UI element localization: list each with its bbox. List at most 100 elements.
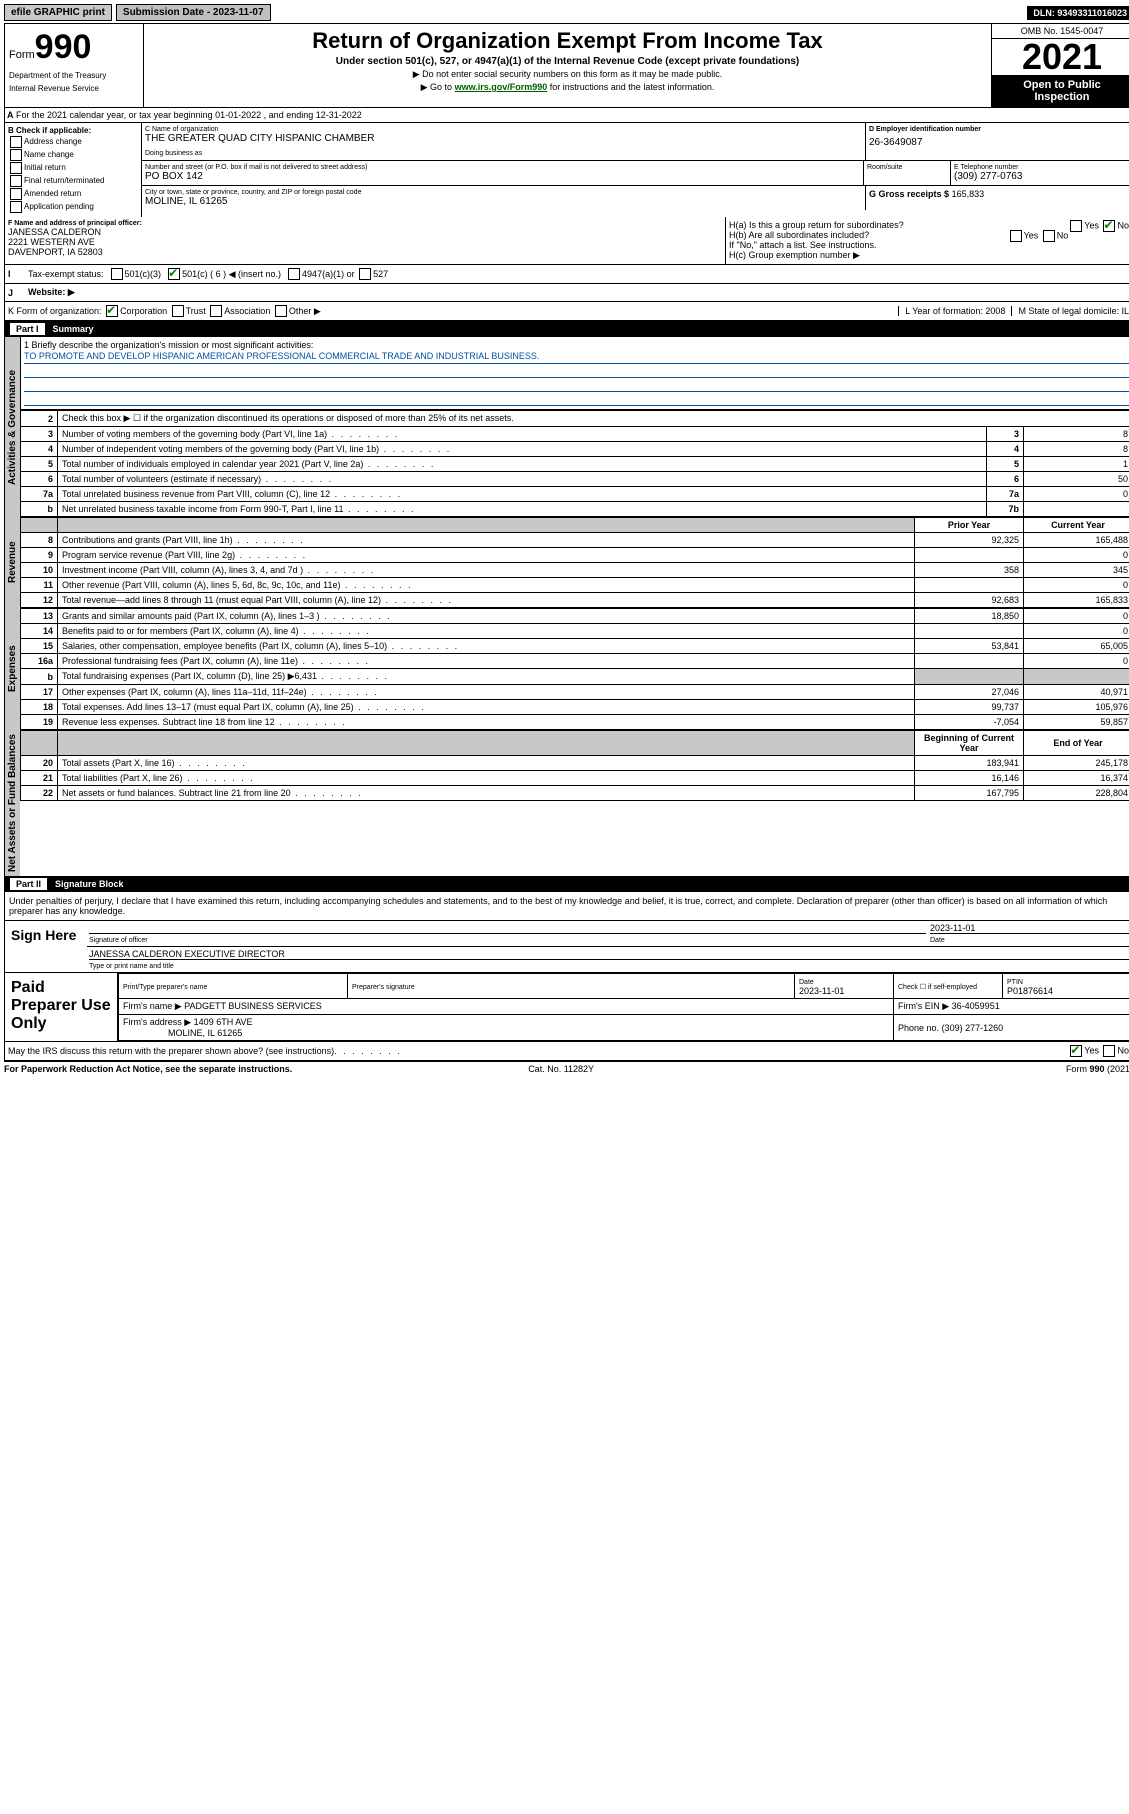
return-title: Return of Organization Exempt From Incom… bbox=[148, 28, 987, 54]
side-expenses: Expenses bbox=[5, 608, 20, 730]
subtitle-2: ▶ Do not enter social security numbers o… bbox=[148, 69, 987, 80]
firm-addr1: 1409 6TH AVE bbox=[194, 1017, 253, 1027]
firm-name: PADGETT BUSINESS SERVICES bbox=[184, 1001, 322, 1011]
sig-name-label: Type or print name and title bbox=[89, 963, 174, 970]
box-c: C Name of organization THE GREATER QUAD … bbox=[142, 123, 1129, 217]
goto-pre: ▶ Go to bbox=[421, 82, 455, 92]
box-b: B Check if applicable: Address change Na… bbox=[5, 123, 142, 217]
tel-value: (309) 277-0763 bbox=[954, 171, 1129, 182]
governance-table: 2Check this box ▶ ☐ if the organization … bbox=[20, 410, 1129, 517]
cb-amended[interactable]: Amended return bbox=[8, 188, 138, 200]
line-a-text: For the 2021 calendar year, or tax year … bbox=[16, 110, 362, 120]
expenses-section: Expenses 13Grants and similar amounts pa… bbox=[4, 608, 1129, 730]
declaration: Under penalties of perjury, I declare th… bbox=[4, 892, 1129, 921]
prep-table: Print/Type preparer's name Preparer's si… bbox=[118, 973, 1129, 1041]
hb-yes[interactable] bbox=[1010, 230, 1022, 242]
netassets-table: Beginning of Current YearEnd of Year20To… bbox=[20, 730, 1129, 801]
firm-ein-label: Firm's EIN ▶ bbox=[898, 1001, 949, 1011]
box-b-title: B Check if applicable: bbox=[8, 126, 91, 135]
mission-text: TO PROMOTE AND DEVELOP HISPANIC AMERICAN… bbox=[24, 350, 1129, 364]
mission-line2 bbox=[24, 364, 1129, 378]
row-klm: K Form of organization: Corporation Trus… bbox=[4, 302, 1129, 321]
expenses-table: 13Grants and similar amounts paid (Part … bbox=[20, 608, 1129, 730]
ha-row: H(a) Is this a group return for subordin… bbox=[729, 220, 1129, 230]
dept-treasury: Department of the Treasury bbox=[9, 71, 139, 80]
room-label: Room/suite bbox=[867, 164, 947, 171]
side-revenue: Revenue bbox=[5, 517, 20, 608]
street-label: Number and street (or P.O. box if mail i… bbox=[145, 164, 860, 171]
city-label: City or town, state or province, country… bbox=[145, 189, 862, 196]
footer-right: Form 990 (2021) bbox=[1066, 1064, 1129, 1074]
cb-501c[interactable] bbox=[168, 268, 180, 280]
line-a: A For the 2021 calendar year, or tax yea… bbox=[4, 108, 1129, 123]
irs-label: Internal Revenue Service bbox=[9, 84, 139, 93]
row-j: JWebsite: ▶ bbox=[4, 284, 1129, 302]
part1-title: Summary bbox=[53, 324, 94, 334]
ha-no[interactable] bbox=[1103, 220, 1115, 232]
cb-trust[interactable] bbox=[172, 305, 184, 317]
prep-selfemp: Check ☐ if self-employed bbox=[898, 984, 977, 991]
cb-final-return[interactable]: Final return/terminated bbox=[8, 175, 138, 187]
dln-label: DLN: 93493311016023 bbox=[1027, 6, 1129, 20]
prep-date: 2023-11-01 bbox=[799, 986, 844, 996]
efile-button[interactable]: efile GRAPHIC print bbox=[4, 4, 112, 21]
row-i: ITax-exempt status: 501(c)(3) 501(c) ( 6… bbox=[4, 265, 1129, 284]
preparer-block: Paid Preparer Use Only Print/Type prepar… bbox=[4, 973, 1129, 1042]
firm-phone: (309) 277-1260 bbox=[942, 1023, 1004, 1033]
cb-name-change[interactable]: Name change bbox=[8, 149, 138, 161]
sig-officer-label: Signature of officer bbox=[89, 937, 148, 944]
footer-center: Cat. No. 11282Y bbox=[528, 1064, 594, 1074]
governance-section: Activities & Governance 1 Briefly descri… bbox=[4, 337, 1129, 517]
part2-header: Part II Signature Block bbox=[4, 876, 1129, 892]
cb-other[interactable] bbox=[275, 305, 287, 317]
submission-date-button[interactable]: Submission Date - 2023-11-07 bbox=[116, 4, 271, 21]
goto-post: for instructions and the latest informat… bbox=[547, 82, 714, 92]
part2-title: Signature Block bbox=[55, 879, 124, 889]
street-value: PO BOX 142 bbox=[145, 171, 860, 182]
revenue-table: Prior YearCurrent Year8Contributions and… bbox=[20, 517, 1129, 608]
subtitle-1: Under section 501(c), 527, or 4947(a)(1)… bbox=[148, 56, 987, 67]
prep-date-label: Date bbox=[799, 979, 814, 986]
cb-4947[interactable] bbox=[288, 268, 300, 280]
top-bar: efile GRAPHIC print Submission Date - 20… bbox=[4, 4, 1129, 21]
website-label: Website: ▶ bbox=[28, 287, 75, 298]
sig-date-label: Date bbox=[930, 937, 945, 944]
cb-assoc[interactable] bbox=[210, 305, 222, 317]
firm-name-label: Firm's name ▶ bbox=[123, 1001, 182, 1011]
cb-corp[interactable] bbox=[106, 305, 118, 317]
prep-sig-label: Preparer's signature bbox=[352, 984, 415, 991]
year-formation: L Year of formation: 2008 bbox=[898, 306, 1005, 316]
hc-text: H(c) Group exemption number ▶ bbox=[729, 250, 1129, 261]
discuss-yes[interactable] bbox=[1070, 1045, 1082, 1057]
sig-date: 2023-11-01 bbox=[930, 923, 1129, 933]
irs-link[interactable]: www.irs.gov/Form990 bbox=[455, 82, 548, 92]
sig-name: JANESSA CALDERON EXECUTIVE DIRECTOR bbox=[89, 949, 1129, 959]
hb-no[interactable] bbox=[1043, 230, 1055, 242]
ein-value: 26-3649087 bbox=[869, 137, 1129, 148]
ha-yes[interactable] bbox=[1070, 220, 1082, 232]
firm-ein: 36-4059951 bbox=[952, 1001, 1000, 1011]
firm-phone-label: Phone no. bbox=[898, 1023, 939, 1033]
cb-pending[interactable]: Application pending bbox=[8, 201, 138, 213]
mission-question: 1 Briefly describe the organization's mi… bbox=[24, 340, 1129, 350]
mission-line3 bbox=[24, 378, 1129, 392]
cb-527[interactable] bbox=[359, 268, 371, 280]
hb-note: If "No," attach a list. See instructions… bbox=[729, 240, 1129, 250]
revenue-section: Revenue Prior YearCurrent Year8Contribut… bbox=[4, 517, 1129, 608]
cb-initial-return[interactable]: Initial return bbox=[8, 162, 138, 174]
firm-addr-label: Firm's address ▶ bbox=[123, 1017, 191, 1027]
gross-label: G Gross receipts $ bbox=[869, 189, 949, 199]
mission-line4 bbox=[24, 392, 1129, 406]
discuss-no[interactable] bbox=[1103, 1045, 1115, 1057]
cb-501c3[interactable] bbox=[111, 268, 123, 280]
section-f-h: F Name and address of principal officer:… bbox=[4, 217, 1129, 265]
form-number: 990 bbox=[35, 28, 92, 66]
cb-address-change[interactable]: Address change bbox=[8, 136, 138, 148]
tax-year: 2021 bbox=[992, 39, 1129, 75]
city-value: MOLINE, IL 61265 bbox=[145, 196, 862, 207]
form-word: Form bbox=[9, 49, 35, 61]
tel-label: E Telephone number bbox=[954, 164, 1129, 171]
part1-num: Part I bbox=[10, 323, 45, 335]
part2-num: Part II bbox=[10, 878, 47, 890]
discuss-row: May the IRS discuss this return with the… bbox=[4, 1042, 1129, 1061]
